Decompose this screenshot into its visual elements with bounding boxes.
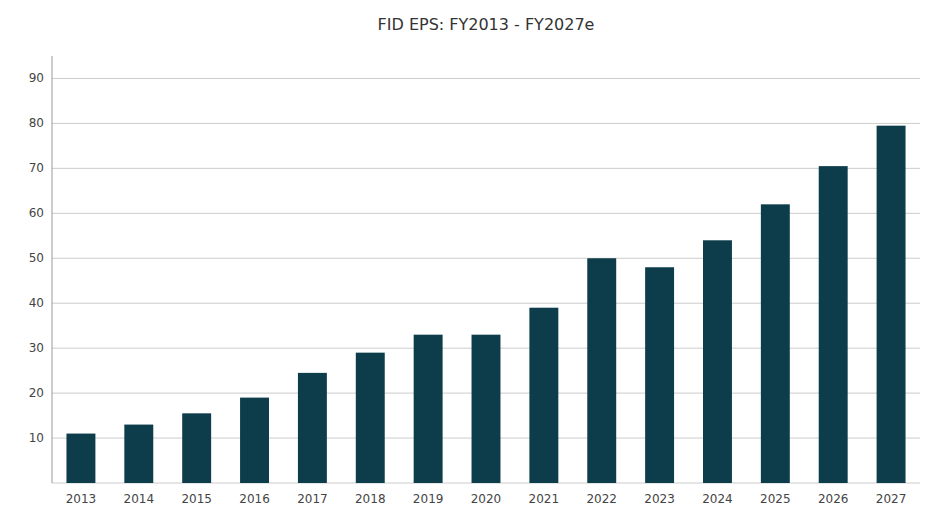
y-tick-label: 10: [29, 431, 44, 445]
bar: [298, 373, 327, 483]
bar: [66, 434, 95, 483]
x-tick-label: 2014: [124, 492, 155, 506]
x-tick-label: 2027: [876, 492, 907, 506]
bar: [587, 258, 616, 483]
x-tick-labels: 2013 2014 2015 2016 2017 2018 2019 2020 2021 2022…: [66, 492, 907, 506]
x-tick-label: 2023: [644, 492, 675, 506]
y-tick-label: 50: [29, 251, 44, 265]
x-tick-label: 2013: [66, 492, 97, 506]
chart-svg: FID EPS: FY2013 - FY2027e 10 20 30 40 50 60 70 8…: [0, 0, 940, 523]
x-tick-label: 2024: [702, 492, 733, 506]
y-axis-line: [52, 56, 53, 483]
x-tick-label: 2025: [760, 492, 791, 506]
x-tick-label: 2021: [529, 492, 560, 506]
grid-line: [52, 123, 920, 124]
x-tick-label: 2016: [239, 492, 270, 506]
y-tick-labels: 10 20 30 40 50 60 70 80 90: [29, 71, 44, 445]
bar: [240, 398, 269, 483]
x-tick-label: 2019: [413, 492, 444, 506]
x-tick-label: 2022: [586, 492, 617, 506]
y-tick-label: 70: [29, 161, 44, 175]
y-tick-label: 90: [29, 71, 44, 85]
bar: [819, 166, 848, 483]
bar: [124, 425, 153, 483]
bars: [66, 126, 905, 483]
y-tick-label: 80: [29, 116, 44, 130]
x-tick-label: 2026: [818, 492, 849, 506]
chart-title: FID EPS: FY2013 - FY2027e: [378, 15, 595, 34]
bar: [645, 267, 674, 483]
bar: [414, 335, 443, 483]
y-tick-label: 20: [29, 386, 44, 400]
x-tick-label: 2015: [181, 492, 212, 506]
bar: [182, 413, 211, 483]
bar: [529, 308, 558, 483]
y-tick-label: 40: [29, 296, 44, 310]
y-tick-label: 30: [29, 341, 44, 355]
x-tick-label: 2018: [355, 492, 386, 506]
chart-container: FID EPS: FY2013 - FY2027e 10 20 30 40 50 60 70 8…: [0, 0, 940, 523]
bar: [877, 126, 906, 483]
bar: [472, 335, 501, 483]
bar: [703, 240, 732, 483]
grid-line: [52, 168, 920, 169]
x-tick-label: 2017: [297, 492, 328, 506]
y-tick-label: 60: [29, 206, 44, 220]
x-tick-label: 2020: [471, 492, 502, 506]
bar: [356, 353, 385, 483]
bar: [761, 204, 790, 483]
y-grid: [52, 78, 920, 483]
grid-line: [52, 78, 920, 79]
